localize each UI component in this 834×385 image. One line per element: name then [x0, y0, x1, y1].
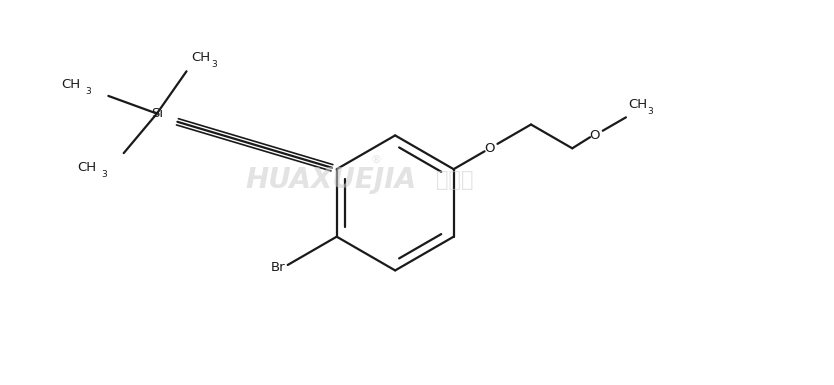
Text: HUAXUEJIA: HUAXUEJIA: [245, 166, 416, 194]
Text: CH: CH: [192, 51, 211, 64]
Text: 3: 3: [101, 170, 107, 179]
Text: CH: CH: [628, 98, 647, 111]
Text: Si: Si: [151, 107, 163, 120]
Text: 3: 3: [86, 87, 91, 96]
Text: CH: CH: [77, 161, 96, 174]
Text: O: O: [485, 142, 495, 155]
Text: 3: 3: [211, 60, 217, 69]
Text: 化学加: 化学加: [436, 170, 474, 190]
Text: CH: CH: [62, 77, 81, 90]
Text: ®: ®: [371, 155, 382, 165]
Text: 3: 3: [647, 107, 653, 116]
Text: Br: Br: [271, 261, 285, 275]
Text: O: O: [590, 129, 600, 142]
